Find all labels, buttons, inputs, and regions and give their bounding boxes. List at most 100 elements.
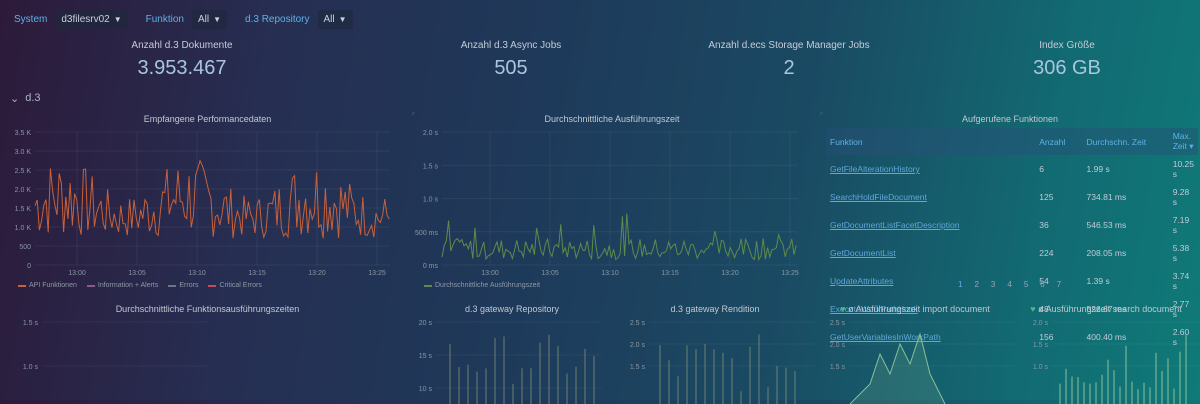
- function-name-link[interactable]: GetFileAlterationHistory: [830, 164, 920, 174]
- legend-item[interactable]: Information + Alerts: [86, 282, 158, 289]
- repository-select-value: All: [323, 14, 335, 25]
- table-row: ExecuteWorkPathHook 48 526.67 ms 2.77 s: [826, 295, 1198, 323]
- row-header-d3[interactable]: ⌄ d.3: [10, 92, 41, 105]
- system-select[interactable]: d3filesrv02 ▼: [55, 10, 128, 29]
- legend-swatch: [168, 284, 177, 287]
- page-link[interactable]: 4: [1007, 280, 1012, 289]
- avg-time: 400.40 ms: [1086, 332, 1127, 342]
- variable-label-repository: d.3 Repository: [245, 14, 310, 25]
- functions-table: Funktion Anzahl Durchschn. Zeit Max. Zei…: [826, 128, 1198, 351]
- call-count: 156: [1039, 332, 1054, 342]
- heart-icon: ♥: [1030, 304, 1036, 314]
- legend-swatch: [86, 284, 95, 287]
- y-tick-label: 20 s: [419, 320, 433, 327]
- heart-icon: ♥: [840, 304, 846, 314]
- chevron-down-icon: ⌄: [10, 93, 20, 105]
- panel-info-icon[interactable]: ⌜: [820, 113, 824, 120]
- x-tick-label: 13:05: [541, 270, 559, 277]
- stat-panel-index-size: Index Größe 306 GB: [942, 40, 1192, 80]
- legend-swatch: [424, 284, 432, 287]
- table-row: GetUserVariablesInWorkPath 156 400.40 ms 2.…: [826, 323, 1198, 351]
- y-tick-label: 1.5 K: [15, 206, 32, 213]
- column-header-durchschn-zeit[interactable]: Durchschn. Zeit: [1082, 128, 1169, 155]
- y-tick-label: 0: [27, 263, 31, 270]
- table-row: GetDocumentListFacetDescription 36 546.53 …: [826, 211, 1198, 239]
- panel-info-icon[interactable]: ⌜: [412, 113, 416, 120]
- avg-time: 734.81 ms: [1086, 192, 1127, 202]
- stat-title: Anzahl d.3 Dokumente: [131, 40, 233, 51]
- legend-item[interactable]: API Funktionen: [18, 282, 77, 289]
- x-tick-label: 13:00: [481, 270, 499, 277]
- stat-title: Anzahl d.3 Async Jobs: [460, 40, 562, 51]
- legend-label: Critical Errors: [219, 282, 262, 289]
- table-row: GetDocumentList 224 208.05 ms 5.38 s: [826, 239, 1198, 267]
- legend-item[interactable]: Critical Errors: [208, 282, 262, 289]
- funktion-select[interactable]: All ▼: [191, 10, 228, 29]
- y-tick-label: 500: [19, 244, 31, 251]
- column-header-max-zeit[interactable]: Max. Zeit ▾: [1168, 128, 1198, 155]
- y-tick-label: 2.0 K: [15, 187, 32, 194]
- y-tick-label: 1.5 s: [830, 364, 846, 371]
- function-name-link[interactable]: ExecuteWorkPathHook: [830, 304, 918, 314]
- row-title: d.3: [25, 92, 41, 104]
- performance-legend: API Funktionen Information + Alerts Erro…: [18, 282, 262, 289]
- bottom-charts: 1.5 s 1.0 s 20 s 15 s 10 s 2.5 s 2.0 s 1.5 s 2.5…: [23, 320, 1200, 404]
- panel-title-function-avg[interactable]: Durchschnittliche Funktionsausführungsze…: [115, 304, 300, 314]
- x-tick-label: 13:05: [128, 270, 146, 277]
- panel-title-performance[interactable]: Empfangene Performancedaten: [143, 114, 272, 124]
- stat-panel-documents: Anzahl d.3 Dokumente 3.953.467: [57, 40, 307, 80]
- repository-select[interactable]: All ▼: [317, 10, 353, 29]
- stat-value: 2: [783, 57, 795, 79]
- y-tick-label: 2.0 s: [630, 342, 646, 349]
- page-link[interactable]: 5: [1023, 280, 1029, 289]
- y-tick-label: 10 s: [419, 386, 433, 393]
- y-tick-label: 15 s: [419, 353, 433, 360]
- function-name-link[interactable]: GetDocumentList: [830, 248, 896, 258]
- call-count: 125: [1039, 192, 1054, 202]
- legend-swatch: [18, 284, 26, 287]
- page-link[interactable]: 6: [1040, 280, 1045, 289]
- x-tick-label: 13:25: [781, 270, 799, 277]
- panel-title-search-doc[interactable]: ♥ ø Ausführungszeit search document: [1012, 304, 1200, 314]
- function-name-link[interactable]: GetDocumentListFacetDescription: [830, 220, 960, 230]
- panel-title-gateway-rendition[interactable]: d.3 gateway Rendition: [670, 304, 760, 314]
- panel-title-gateway-repository[interactable]: d.3 gateway Repository: [464, 304, 560, 314]
- panel-title-avg-exec[interactable]: Durchschnittliche Ausführungszeit: [544, 114, 680, 124]
- stat-title: Anzahl d.ecs Storage Manager Jobs: [708, 40, 870, 51]
- panel-title-functions[interactable]: Aufgerufene Funktionen: [961, 114, 1059, 124]
- legend-item[interactable]: Durchschnittliche Ausführungszeit: [424, 282, 540, 289]
- caret-down-icon: ▼: [213, 15, 222, 24]
- page-link[interactable]: 2: [974, 280, 979, 289]
- y-tick-label: 2.0 s: [830, 342, 846, 349]
- system-select-value: d3filesrv02: [61, 14, 110, 25]
- stat-value: 3.953.467: [137, 57, 227, 79]
- y-tick-label: 1.0 s: [1033, 364, 1049, 371]
- avg-time: 1.39 s: [1086, 276, 1110, 286]
- y-tick-label: 1.0 s: [23, 364, 39, 371]
- function-name-link[interactable]: UpdateAttributes: [830, 276, 894, 286]
- avg-time: 1.99 s: [1086, 164, 1110, 174]
- page-link[interactable]: 7: [1056, 280, 1062, 289]
- x-tick-label: 13:25: [368, 270, 386, 277]
- caret-down-icon: ▼: [113, 15, 122, 24]
- max-time: 7.19 s: [1172, 215, 1190, 235]
- x-tick-label: 13:10: [188, 270, 206, 277]
- page-link[interactable]: 1: [958, 280, 963, 289]
- x-tick-label: 13:15: [248, 270, 266, 277]
- panel-title-text: ø Ausführungszeit import document: [848, 304, 990, 314]
- column-header-funktion[interactable]: Funktion: [826, 128, 1036, 155]
- y-tick-label: 2.5 s: [630, 320, 646, 327]
- variable-bar: System d3filesrv02 ▼ Funktion All ▼ d.3 …: [12, 10, 353, 29]
- panel-title-import-doc[interactable]: ♥ ø Ausführungszeit import document: [820, 304, 1010, 314]
- function-name-link[interactable]: GetUserVariablesInWorkPath: [830, 332, 941, 342]
- call-count: 48: [1039, 304, 1049, 314]
- stat-value: 505: [494, 57, 528, 79]
- column-header-anzahl[interactable]: Anzahl: [1035, 128, 1083, 155]
- legend-swatch: [208, 284, 217, 287]
- legend-item[interactable]: Errors: [168, 282, 198, 289]
- page-link[interactable]: 3: [990, 280, 996, 289]
- caret-down-icon: ▼: [338, 15, 347, 24]
- function-name-link[interactable]: SearchHoldFileDocument: [830, 192, 927, 202]
- table-row: GetFileAlterationHistory 6 1.99 s 10.25 s: [826, 155, 1198, 183]
- max-time: 2.60 s: [1172, 327, 1190, 347]
